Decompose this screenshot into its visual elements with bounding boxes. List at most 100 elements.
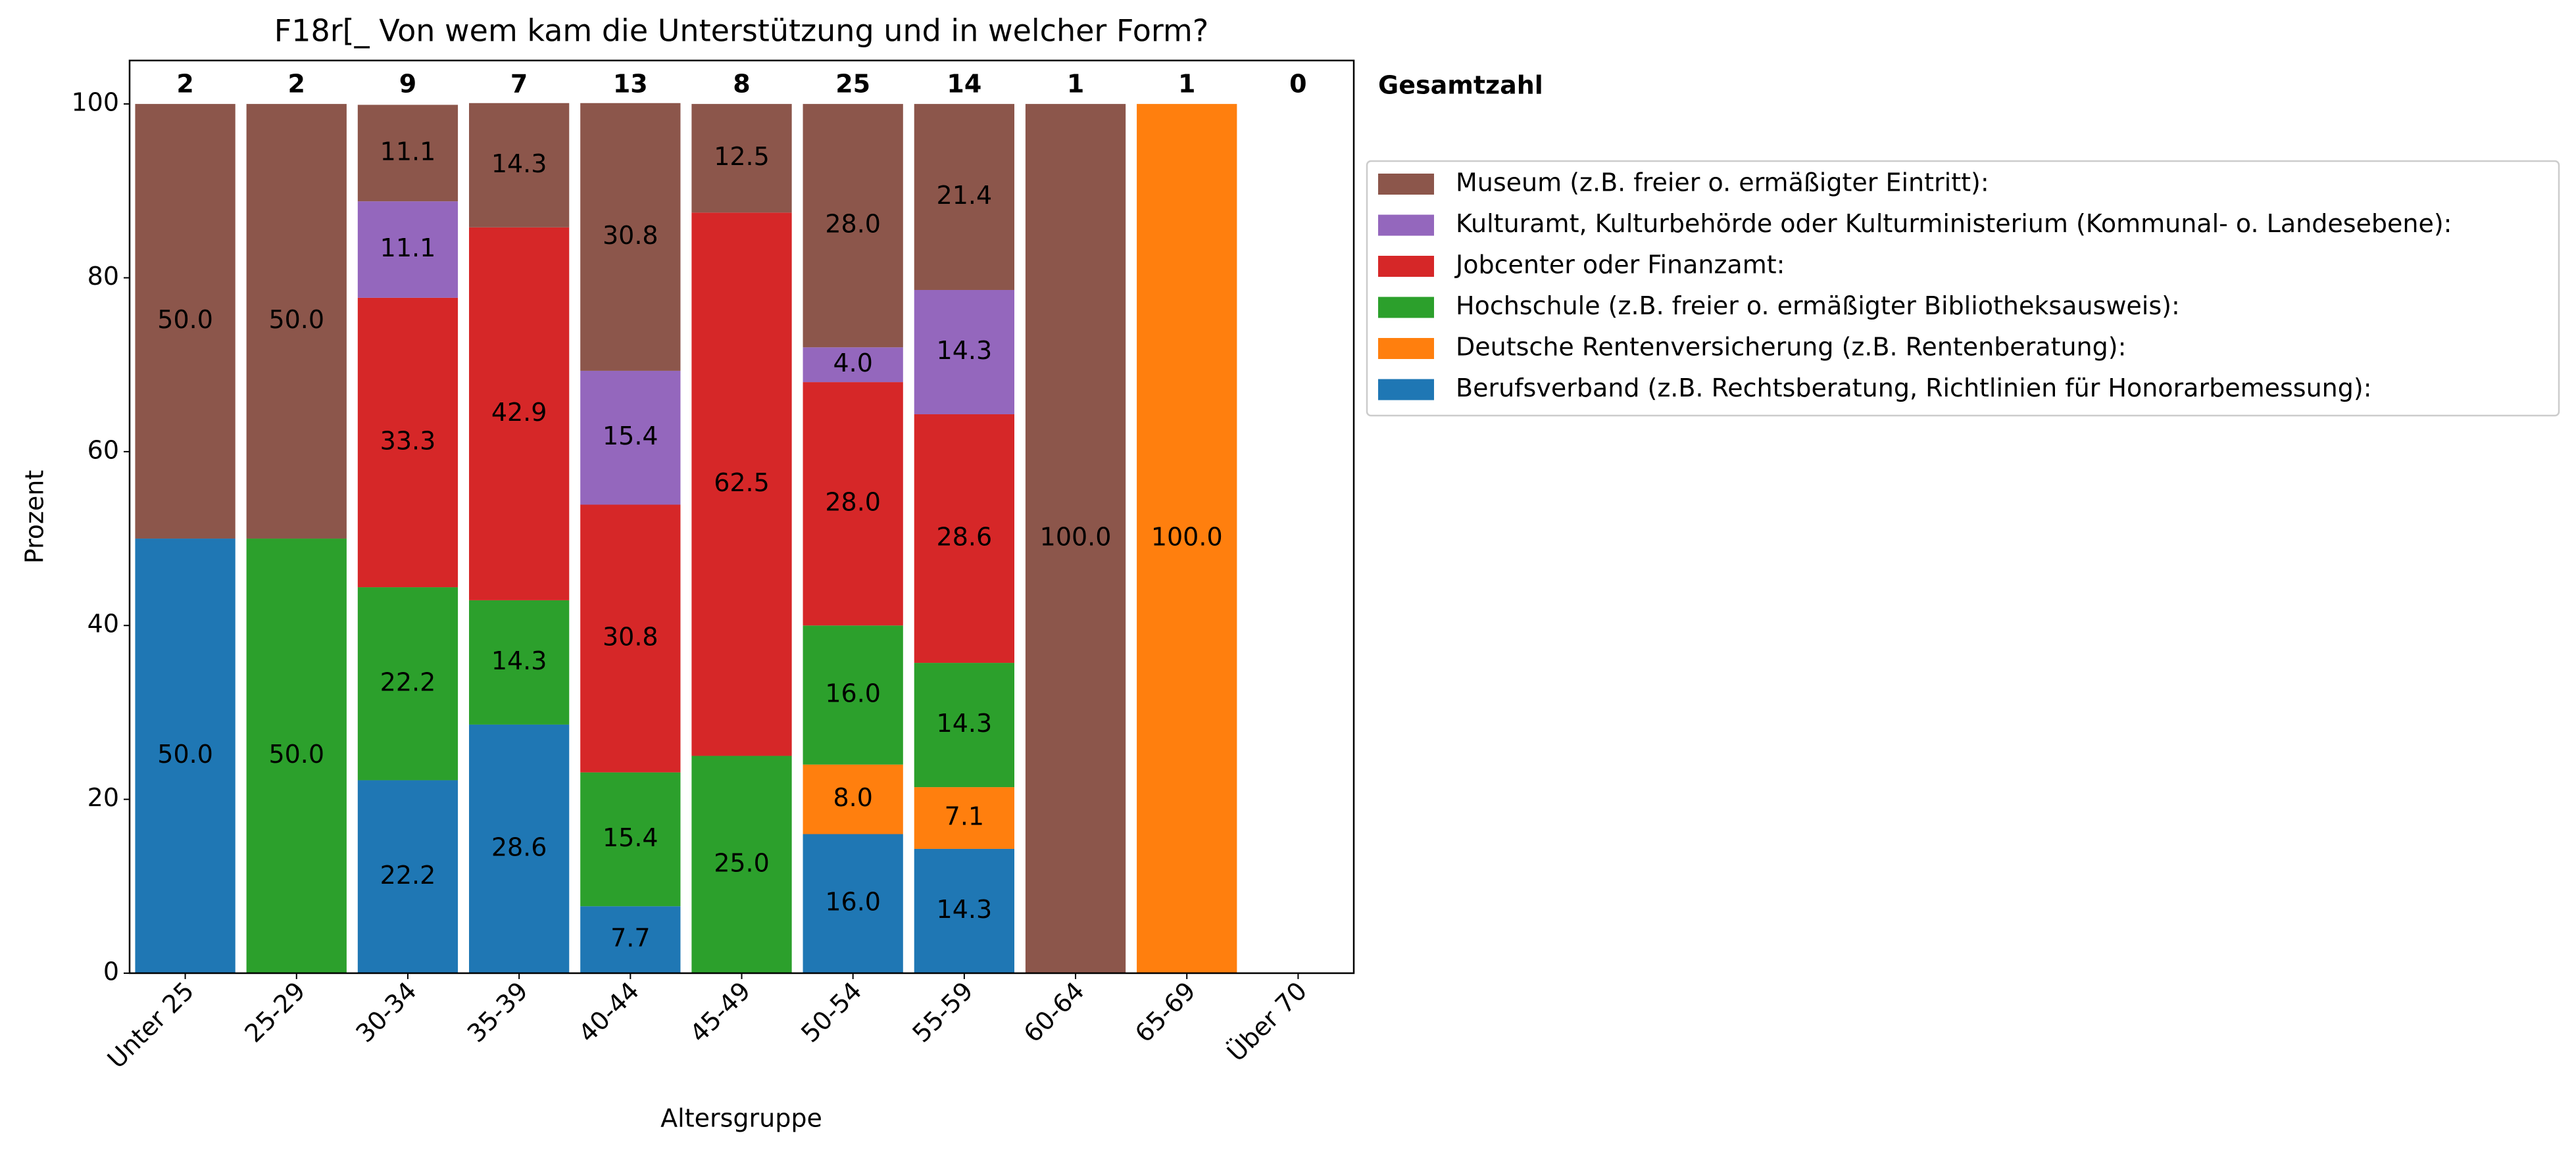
bar-segment bbox=[691, 212, 792, 756]
value-label: 14.3 bbox=[491, 149, 547, 178]
bar-segment bbox=[357, 587, 458, 781]
value-label: 28.0 bbox=[825, 210, 881, 239]
bar-segment bbox=[357, 201, 458, 298]
value-label: 100.0 bbox=[1151, 523, 1223, 552]
value-label: 62.5 bbox=[714, 468, 770, 497]
legend-label: Berufsverband (z.B. Rechtsberatung, Rich… bbox=[1456, 373, 2372, 402]
value-label: 28.6 bbox=[491, 832, 547, 861]
bar-segment bbox=[914, 663, 1014, 788]
value-label: 50.0 bbox=[268, 740, 324, 769]
bar-segment bbox=[246, 539, 347, 973]
bar-segment bbox=[914, 104, 1014, 290]
bar-segment bbox=[691, 756, 792, 973]
value-label: 25.0 bbox=[714, 848, 770, 877]
bar-segment bbox=[357, 105, 458, 202]
value-label: 14.3 bbox=[937, 709, 993, 738]
total-label: 2 bbox=[288, 70, 305, 99]
total-label: 14 bbox=[947, 70, 981, 99]
bar-segment bbox=[803, 834, 903, 973]
plot-frame bbox=[128, 59, 1355, 974]
total-label: 9 bbox=[399, 70, 416, 99]
value-label: 14.3 bbox=[491, 646, 547, 675]
bar-segment bbox=[914, 848, 1014, 973]
bar-segment bbox=[580, 370, 681, 505]
value-label: 42.9 bbox=[491, 398, 547, 427]
value-label: 16.0 bbox=[825, 679, 881, 708]
value-label: 30.8 bbox=[603, 623, 658, 652]
value-label: 7.1 bbox=[945, 802, 984, 831]
bar-segment bbox=[357, 780, 458, 973]
legend-swatch bbox=[1378, 338, 1434, 359]
value-label: 30.8 bbox=[603, 221, 658, 250]
bar-segment bbox=[691, 104, 792, 213]
bar-segment bbox=[469, 724, 570, 973]
bar-segment bbox=[914, 414, 1014, 663]
value-label: 15.4 bbox=[603, 421, 658, 450]
total-label: 13 bbox=[613, 70, 648, 99]
value-label: 21.4 bbox=[937, 181, 993, 210]
value-label: 22.2 bbox=[380, 861, 436, 890]
total-label: 1 bbox=[1178, 70, 1195, 99]
value-label: 50.0 bbox=[157, 305, 213, 334]
bar-segment bbox=[580, 906, 681, 973]
legend-swatch bbox=[1378, 214, 1434, 236]
value-label: 16.0 bbox=[825, 888, 881, 917]
bar-segment bbox=[246, 104, 347, 539]
bar-segment bbox=[135, 539, 235, 973]
total-label: 0 bbox=[1289, 70, 1306, 99]
value-label: 100.0 bbox=[1040, 523, 1112, 552]
bar-segment bbox=[803, 764, 903, 834]
bar-segment bbox=[1025, 104, 1126, 974]
y-tick-label: 20 bbox=[87, 783, 119, 812]
total-label: 2 bbox=[176, 70, 193, 99]
bar-segment bbox=[803, 625, 903, 765]
value-label: 22.2 bbox=[380, 667, 436, 696]
bar-segment bbox=[803, 347, 903, 383]
bar-segment bbox=[469, 227, 570, 600]
value-label: 33.3 bbox=[380, 426, 436, 455]
bar-segment bbox=[469, 103, 570, 228]
total-label: 1 bbox=[1067, 70, 1084, 99]
bar-segment bbox=[580, 103, 681, 371]
value-label: 28.6 bbox=[937, 523, 993, 552]
value-label: 4.0 bbox=[833, 349, 872, 377]
totals-label: Gesamtzahl bbox=[1378, 71, 1543, 100]
bar-segment bbox=[803, 382, 903, 626]
bar-segment bbox=[580, 504, 681, 773]
bar-segment bbox=[914, 787, 1014, 849]
legend-label: Hochschule (z.B. freier o. ermäßigter Bi… bbox=[1456, 291, 2180, 320]
y-tick-label: 80 bbox=[87, 262, 119, 291]
chart-title: F18r[_ Von wem kam die Unterstützung und… bbox=[274, 13, 1209, 49]
value-label: 28.0 bbox=[825, 488, 881, 517]
total-label: 8 bbox=[733, 70, 750, 99]
bar-segment bbox=[914, 289, 1014, 415]
value-label: 15.4 bbox=[603, 823, 658, 852]
legend-label: Jobcenter oder Finanzamt: bbox=[1454, 251, 1785, 279]
legend-swatch bbox=[1378, 256, 1434, 277]
total-label: 25 bbox=[835, 70, 870, 99]
value-label: 8.0 bbox=[833, 783, 872, 812]
bar-segment bbox=[803, 104, 903, 348]
legend-swatch bbox=[1378, 379, 1434, 400]
value-label: 14.3 bbox=[937, 895, 993, 924]
value-label: 12.5 bbox=[714, 142, 770, 171]
legend-swatch bbox=[1378, 174, 1434, 195]
y-tick-label: 0 bbox=[103, 957, 119, 986]
bar-segment bbox=[469, 600, 570, 725]
bar-segment bbox=[1137, 104, 1237, 974]
y-tick-label: 40 bbox=[87, 610, 119, 638]
value-label: 50.0 bbox=[157, 740, 213, 769]
bar-segment bbox=[357, 297, 458, 588]
value-label: 14.3 bbox=[937, 336, 993, 365]
legend-swatch bbox=[1378, 297, 1434, 318]
total-label: 7 bbox=[510, 70, 528, 99]
value-label: 7.7 bbox=[610, 924, 650, 953]
legend-label: Deutsche Rentenversicherung (z.B. Renten… bbox=[1456, 333, 2126, 362]
x-axis-label: Altersgruppe bbox=[660, 1104, 822, 1133]
y-tick-label: 60 bbox=[87, 435, 119, 464]
legend-label: Kulturamt, Kulturbehörde oder Kulturmini… bbox=[1456, 209, 2452, 238]
bar-segment bbox=[580, 772, 681, 907]
y-tick-label: 100 bbox=[71, 88, 119, 117]
value-label: 50.0 bbox=[268, 305, 324, 334]
